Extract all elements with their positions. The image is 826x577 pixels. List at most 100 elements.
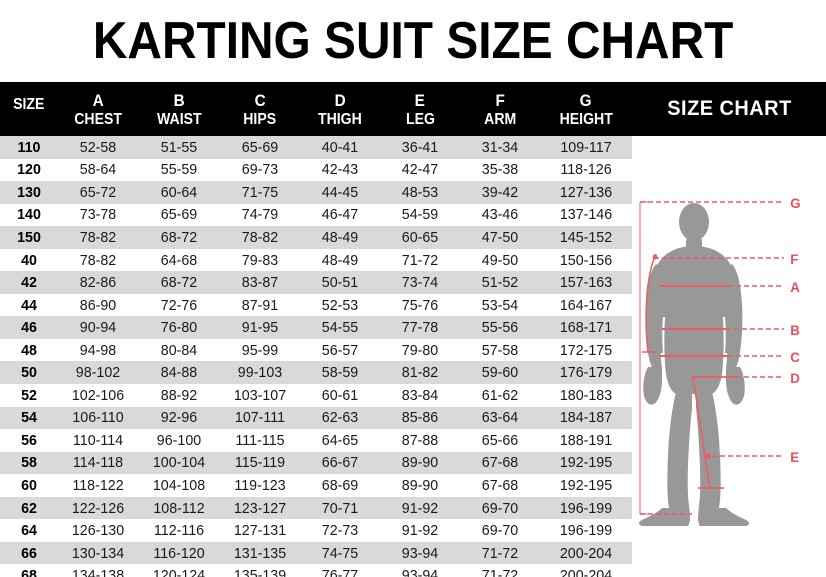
cell-leg: 91-92 xyxy=(401,522,439,540)
table-row: 50 98-102 84-88 99-103 58-59 81-82 59-60 176-17… xyxy=(0,361,632,385)
cell-height: 127-136 xyxy=(559,183,613,201)
column-header-name: WAIST xyxy=(156,111,202,128)
cell-thigh: 40-41 xyxy=(321,138,359,156)
cell-thigh: 54-55 xyxy=(321,319,359,337)
cell-hips: 78-82 xyxy=(241,228,279,246)
cell-size: 130 xyxy=(17,183,41,201)
cell-size: 120 xyxy=(17,161,41,179)
cell-size: 110 xyxy=(17,138,41,156)
cell-chest: 58-64 xyxy=(79,161,117,179)
cell-size: 62 xyxy=(21,499,37,517)
cell-arm: 31-34 xyxy=(481,138,519,156)
measure-curve-arm xyxy=(645,253,657,353)
cell-leg: 83-84 xyxy=(401,386,439,404)
cell-height: 180-183 xyxy=(559,386,613,404)
cell-waist: 120-124 xyxy=(152,567,206,577)
cell-thigh: 68-69 xyxy=(321,476,359,494)
cell-arm: 35-38 xyxy=(481,161,519,179)
column-header-name: ARM xyxy=(483,111,517,128)
cell-waist: 76-80 xyxy=(160,319,198,337)
column-header-letter: A xyxy=(92,91,104,110)
cell-chest: 86-90 xyxy=(79,296,117,314)
diagram-label-g: G xyxy=(790,195,801,211)
table-row: 64 126-130 112-116 127-131 72-73 91-92 69-70 19… xyxy=(0,519,632,542)
cell-chest: 90-94 xyxy=(79,319,117,337)
cell-height: 157-163 xyxy=(559,274,613,292)
column-header-name: HEIGHT xyxy=(559,111,613,128)
cell-chest: 134-138 xyxy=(71,567,125,577)
cell-chest: 102-106 xyxy=(71,386,125,404)
column-header-waist: B WAIST xyxy=(138,82,220,136)
cell-waist: 84-88 xyxy=(160,364,198,382)
diagram-label-e: E xyxy=(790,449,800,465)
cell-size: 54 xyxy=(21,409,37,427)
diagram-label-b: B xyxy=(790,322,800,338)
cell-waist: 55-59 xyxy=(160,161,198,179)
cell-size: 42 xyxy=(21,274,37,292)
cell-waist: 64-68 xyxy=(160,251,198,269)
column-header-letter: B xyxy=(173,91,185,110)
cell-height: 196-199 xyxy=(559,522,613,540)
cell-arm: 71-72 xyxy=(481,567,519,577)
cell-leg: 91-92 xyxy=(401,499,439,517)
cell-hips: 103-107 xyxy=(233,386,287,404)
cell-size: 64 xyxy=(21,522,37,540)
right-panel-heading: SIZE CHART xyxy=(666,97,792,120)
column-header-letter: E xyxy=(414,91,426,110)
cell-size: 48 xyxy=(21,341,37,359)
cell-height: 150-156 xyxy=(559,251,613,269)
table-row: 52 102-106 88-92 103-107 60-61 83-84 61-62 180-… xyxy=(0,384,632,407)
cell-waist: 100-104 xyxy=(152,454,206,472)
cell-thigh: 64-65 xyxy=(321,431,359,449)
cell-waist: 96-100 xyxy=(156,431,202,449)
human-silhouette xyxy=(639,203,749,526)
cell-thigh: 46-47 xyxy=(321,206,359,224)
cell-arm: 53-54 xyxy=(481,296,519,314)
diagram-label-a: A xyxy=(790,279,800,295)
cell-waist: 112-116 xyxy=(153,522,205,540)
cell-height: 188-191 xyxy=(559,431,613,449)
height-bracket xyxy=(639,201,648,515)
table-row: 66 130-134 116-120 131-135 74-75 93-94 71-72 20… xyxy=(0,541,632,565)
cell-waist: 80-84 xyxy=(160,341,198,359)
cell-arm: 63-64 xyxy=(481,409,519,427)
table-row: 44 86-90 72-76 87-91 52-53 75-76 53-54 164-167 xyxy=(0,293,632,317)
cell-chest: 82-86 xyxy=(79,274,117,292)
cell-chest: 130-134 xyxy=(71,544,125,562)
cell-chest: 73-78 xyxy=(79,206,117,224)
cell-hips: 131-135 xyxy=(233,544,287,562)
column-header-leg: E LEG xyxy=(380,82,460,136)
column-header-height: G HEIGHT xyxy=(540,82,632,136)
cell-leg: 85-86 xyxy=(401,409,439,427)
cell-height: 168-171 xyxy=(559,319,613,337)
cell-size: 52 xyxy=(21,386,37,404)
diagram-label-c: C xyxy=(790,349,800,365)
cell-arm: 59-60 xyxy=(481,364,519,382)
cell-arm: 43-46 xyxy=(481,206,519,224)
table-row: 60 118-122 104-108 119-123 68-69 89-90 67-68 19… xyxy=(0,474,632,497)
cell-arm: 71-72 xyxy=(481,544,519,562)
cell-thigh: 58-59 xyxy=(321,364,359,382)
cell-height: 192-195 xyxy=(559,454,613,472)
cell-size: 44 xyxy=(21,296,37,314)
column-header-hips: C HIPS xyxy=(220,82,300,136)
table-row: 68 134-138 120-124 135-139 76-77 93-94 71-72 20… xyxy=(0,564,632,577)
page-title: KARTING SUIT SIZE CHART xyxy=(92,12,734,70)
column-header-arm: F ARM xyxy=(460,82,540,136)
cell-size: 56 xyxy=(21,431,37,449)
cell-chest: 94-98 xyxy=(79,341,117,359)
cell-height: 176-179 xyxy=(559,364,613,382)
diagram-label-f: F xyxy=(790,251,799,267)
cell-hips: 74-79 xyxy=(241,206,279,224)
cell-hips: 83-87 xyxy=(241,274,279,292)
cell-arm: 69-70 xyxy=(481,522,519,540)
column-header-size: SIZE xyxy=(0,82,58,136)
cell-hips: 65-69 xyxy=(241,138,279,156)
cell-hips: 127-131 xyxy=(233,522,287,540)
diagram-label-d: D xyxy=(790,370,800,386)
cell-thigh: 74-75 xyxy=(321,544,359,562)
table-row: 42 82-86 68-72 83-87 50-51 73-74 51-52 157-163 xyxy=(0,271,632,294)
table-row: 40 78-82 64-68 79-83 48-49 71-72 49-50 150-156 xyxy=(0,248,632,272)
cell-chest: 110-114 xyxy=(72,431,124,449)
